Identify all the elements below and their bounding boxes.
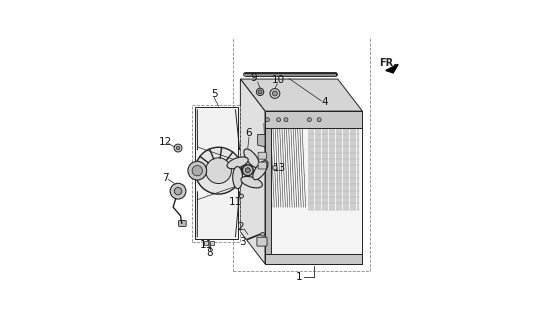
Circle shape — [246, 168, 250, 173]
Circle shape — [307, 118, 311, 122]
Ellipse shape — [253, 161, 268, 180]
Polygon shape — [240, 79, 265, 264]
Circle shape — [258, 90, 262, 94]
Text: 11: 11 — [200, 240, 214, 250]
Circle shape — [257, 88, 264, 96]
Bar — [265, 254, 362, 264]
Circle shape — [206, 158, 232, 184]
Bar — [193, 105, 240, 242]
Circle shape — [273, 165, 277, 170]
Text: 13: 13 — [273, 163, 286, 173]
Bar — [210, 241, 214, 244]
Text: 6: 6 — [246, 128, 252, 138]
FancyBboxPatch shape — [258, 152, 267, 159]
Circle shape — [195, 147, 242, 194]
Text: 8: 8 — [206, 248, 213, 258]
Ellipse shape — [241, 176, 262, 188]
Circle shape — [318, 118, 321, 122]
FancyBboxPatch shape — [179, 220, 186, 227]
Ellipse shape — [244, 149, 259, 168]
Text: 9: 9 — [251, 73, 257, 83]
Bar — [195, 108, 238, 239]
Circle shape — [284, 118, 288, 122]
Text: 1: 1 — [296, 272, 302, 283]
Text: FR.: FR. — [379, 58, 398, 68]
Text: 4: 4 — [321, 97, 328, 107]
Circle shape — [170, 183, 186, 199]
Ellipse shape — [233, 166, 243, 189]
Circle shape — [242, 165, 253, 176]
Ellipse shape — [227, 157, 248, 169]
Polygon shape — [265, 111, 362, 264]
Bar — [204, 241, 208, 244]
Text: 12: 12 — [159, 137, 172, 147]
Text: 5: 5 — [211, 89, 218, 99]
Circle shape — [192, 165, 203, 176]
Circle shape — [174, 144, 182, 152]
Circle shape — [277, 118, 281, 122]
Circle shape — [270, 89, 280, 98]
Text: 7: 7 — [162, 172, 169, 183]
FancyBboxPatch shape — [258, 162, 267, 169]
Circle shape — [239, 194, 243, 198]
Circle shape — [174, 188, 182, 195]
Polygon shape — [240, 79, 362, 111]
Circle shape — [188, 161, 206, 180]
Text: 2: 2 — [237, 222, 244, 232]
Text: 11: 11 — [229, 197, 242, 207]
Polygon shape — [386, 64, 398, 73]
Circle shape — [261, 232, 264, 236]
Bar — [265, 128, 271, 254]
Text: 3: 3 — [239, 237, 246, 247]
Bar — [265, 111, 362, 128]
Circle shape — [266, 118, 270, 122]
Text: 10: 10 — [272, 75, 285, 85]
Polygon shape — [258, 134, 265, 147]
Bar — [233, 0, 370, 271]
Circle shape — [176, 146, 180, 150]
FancyBboxPatch shape — [257, 237, 267, 246]
Circle shape — [272, 91, 277, 96]
